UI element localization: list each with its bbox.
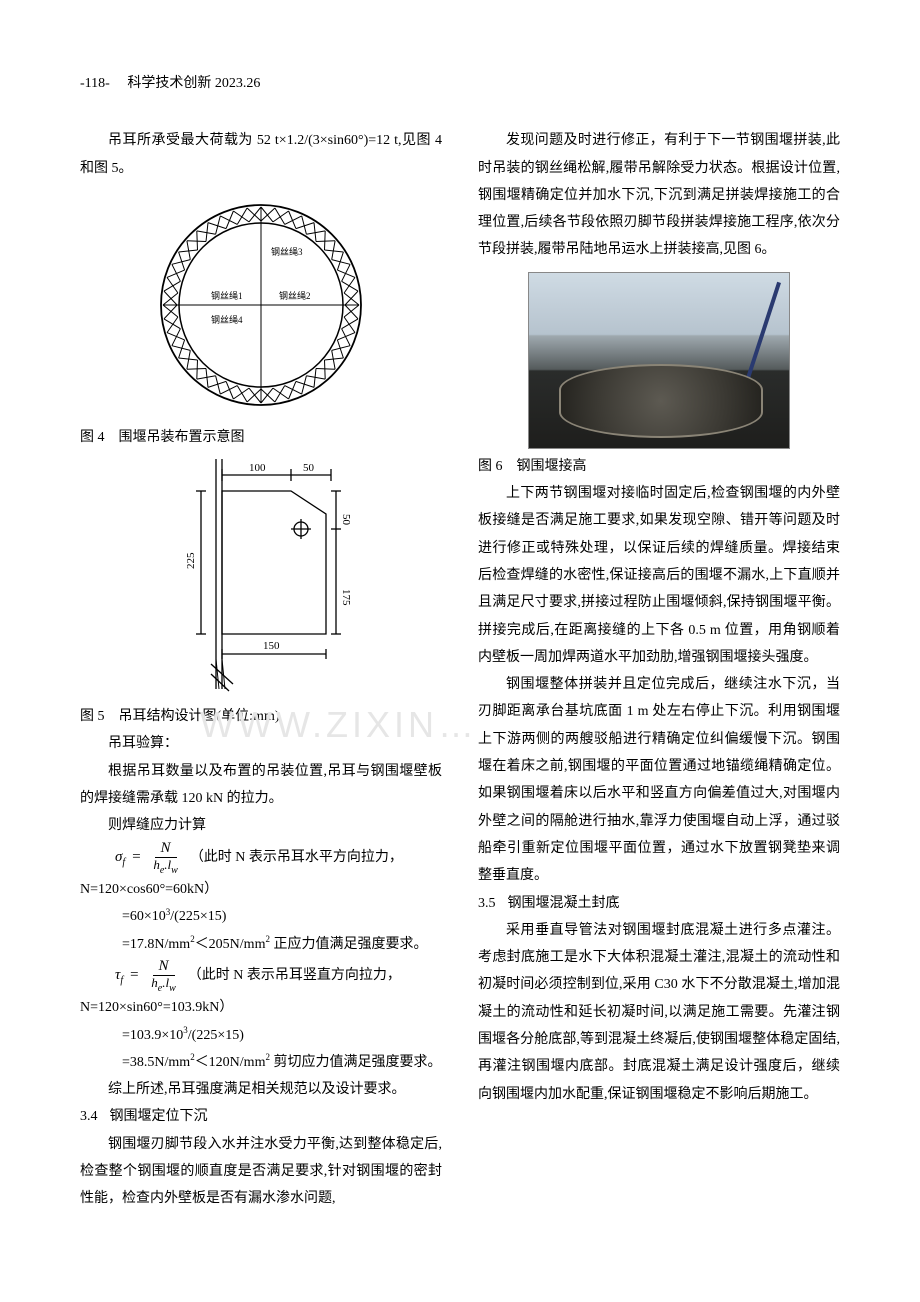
- rope4-label: 钢丝绳4: [211, 314, 243, 325]
- dim-175: 175: [340, 589, 352, 606]
- right-column: 发现问题及时进行修正，有利于下一节钢围堰拼装,此时吊装的钢丝绳松解,履带吊解除受…: [478, 127, 840, 1212]
- section-3-4: 3.4 钢围堰定位下沉: [80, 1103, 442, 1130]
- eq2b: N=120×sin60°=103.9kN）: [80, 994, 442, 1021]
- para: 根据吊耳数量以及布置的吊装位置,吊耳与钢围堰壁板的焊接缝需承载 120 kN 的…: [80, 758, 442, 813]
- rope2-label: 钢丝绳2: [279, 290, 311, 301]
- section-num: 3.5: [478, 896, 496, 911]
- figure-4: 钢丝绳3 钢丝绳1 钢丝绳2 钢丝绳4: [80, 190, 442, 420]
- dim-50b: 50: [340, 514, 352, 526]
- rope1-label: 钢丝绳1: [211, 290, 243, 301]
- journal-name: 科学技术创新: [127, 76, 211, 91]
- eq2-note: （此时 N 表示吊耳竖直方向拉力，: [188, 962, 401, 989]
- figure-6: [478, 272, 840, 449]
- eq1d: =17.8N/mm＜205N/mm 正应力值满足强度要求。: [80, 931, 442, 958]
- dim-225: 225: [185, 552, 197, 569]
- para: 钢围堰刃脚节段入水并注水受力平衡,达到整体稳定后,检查整个钢围堰的顺直度是否满足…: [80, 1131, 442, 1213]
- eq2c: =103.9×10/(225×15): [80, 1022, 442, 1049]
- page-number: 118: [80, 70, 110, 97]
- issue: 2023.26: [215, 76, 261, 91]
- photo-placeholder: [528, 272, 790, 449]
- para: 综上所述,吊耳强度满足相关规范以及设计要求。: [80, 1076, 442, 1103]
- para: 采用垂直导管法对钢围堰封底混凝土进行多点灌注。考虑封底施工是水下大体积混凝土灌注…: [478, 917, 840, 1108]
- para: 上下两节钢围堰对接临时固定后,检查钢围堰的内外壁板接缝是否满足施工要求,如果发现…: [478, 480, 840, 671]
- page-header: 118 科学技术创新 2023.26: [80, 70, 840, 97]
- dim-100: 100: [249, 462, 266, 474]
- dim-50: 50: [303, 462, 315, 474]
- section-title: 钢围堰定位下沉: [110, 1109, 208, 1124]
- para: 吊耳所承受最大荷载为 52 t×1.2/(3×sin60°)=12 t,见图 4…: [80, 127, 442, 182]
- section-title: 钢围堰混凝土封底: [508, 896, 620, 911]
- figure-6-caption: 图 6 钢围堰接高: [478, 453, 840, 480]
- section-3-5: 3.5 钢围堰混凝土封底: [478, 890, 840, 917]
- dim-150: 150: [263, 640, 280, 652]
- para: 发现问题及时进行修正，有利于下一节钢围堰拼装,此时吊装的钢丝绳松解,履带吊解除受…: [478, 127, 840, 263]
- section-num: 3.4: [80, 1109, 98, 1124]
- eq1-note: （此时 N 表示吊耳水平方向拉力，: [190, 844, 403, 871]
- eq-label: 吊耳验算：: [80, 730, 442, 757]
- formula-tau: = N （此时 N 表示吊耳竖直方向拉力，: [115, 958, 442, 994]
- figure-4-caption: 图 4 围堰吊装布置示意图: [80, 424, 442, 451]
- eq1c: =60×10/(225×15): [80, 903, 442, 930]
- para: 钢围堰整体拼装并且定位完成后，继续注水下沉，当刃脚距离承台基坑底面 1 m 处左…: [478, 671, 840, 889]
- rope3-label: 钢丝绳3: [271, 246, 303, 257]
- para: 则焊缝应力计算: [80, 812, 442, 839]
- figure-5-caption: 图 5 吊耳结构设计图(单位:mm): [80, 703, 442, 730]
- formula-sigma: = N （此时 N 表示吊耳水平方向拉力，: [115, 840, 442, 876]
- figure-5: 100 50 50 175 225 150: [80, 459, 442, 699]
- eq2d: =38.5N/mm＜120N/mm 剪切应力值满足强度要求。: [80, 1049, 442, 1076]
- eq1b: N=120×cos60°=60kN）: [80, 876, 442, 903]
- left-column: 吊耳所承受最大荷载为 52 t×1.2/(3×sin60°)=12 t,见图 4…: [80, 127, 442, 1212]
